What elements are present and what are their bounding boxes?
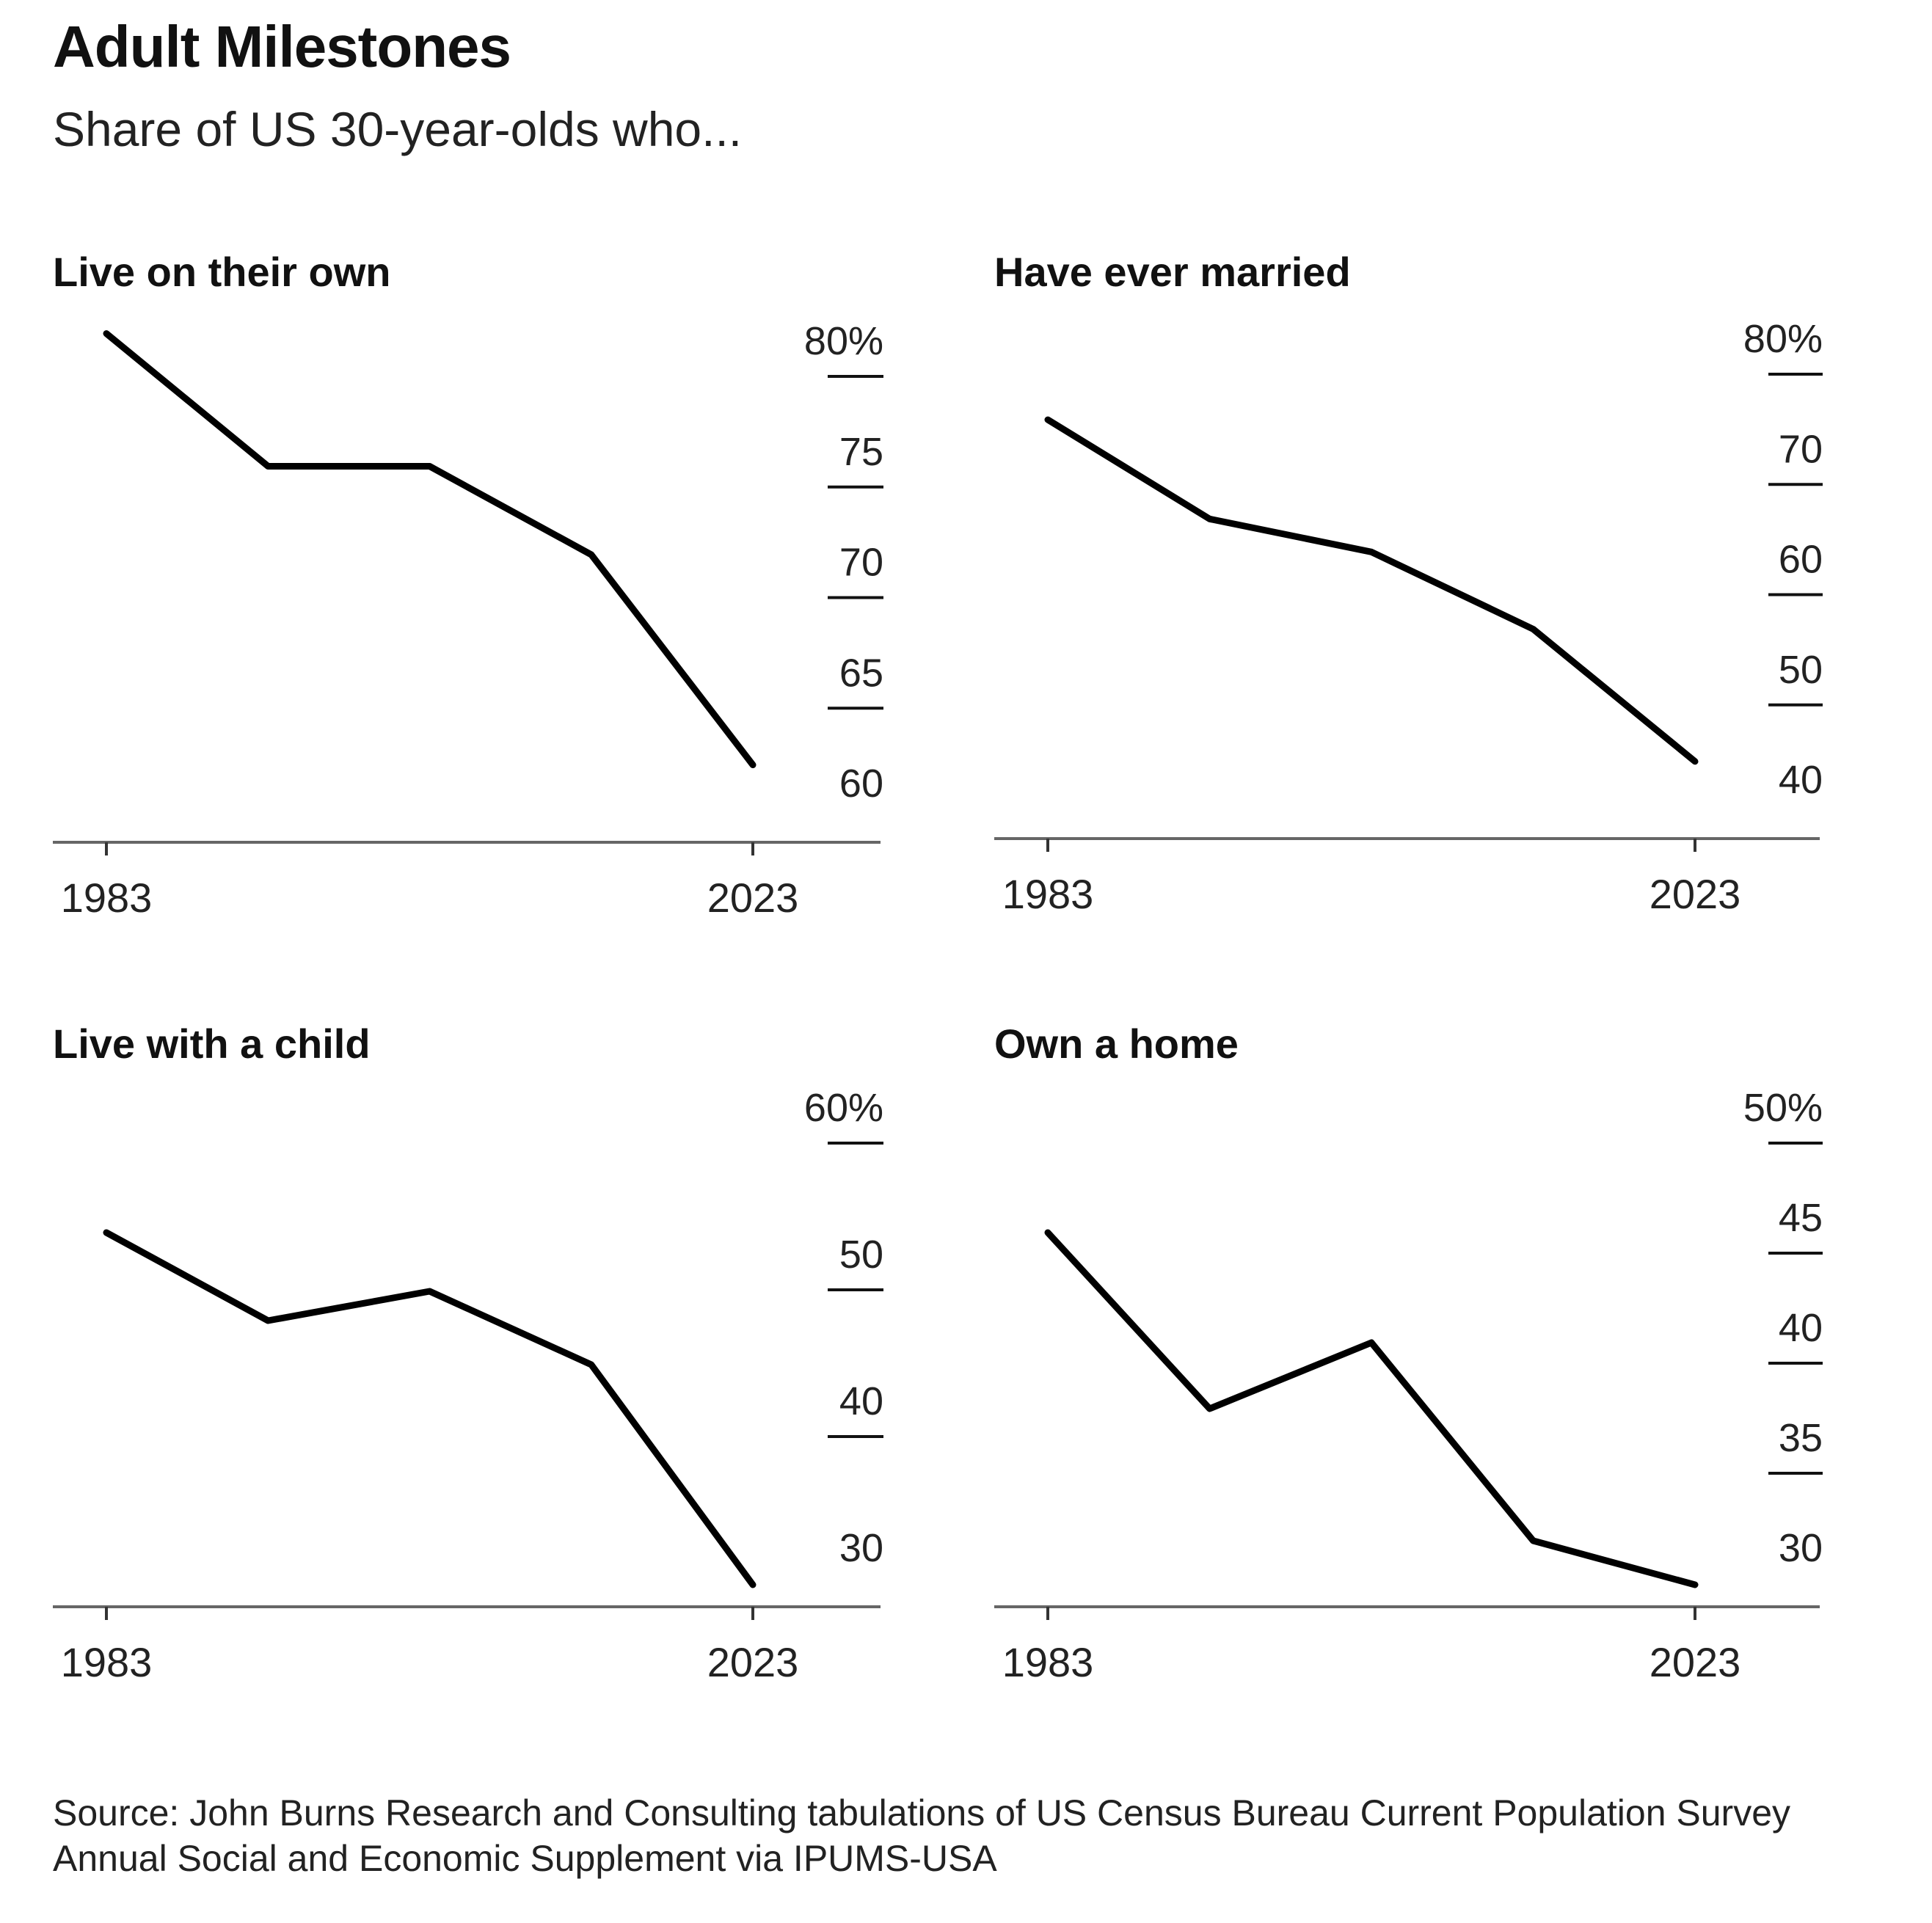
x-tick-label: 2023 xyxy=(707,1639,799,1685)
series-line xyxy=(103,330,757,768)
x-tick-label: 2023 xyxy=(1650,871,1741,917)
x-tick-label: 1983 xyxy=(61,875,153,921)
y-tick-label: 40 xyxy=(839,1379,883,1423)
y-tick-label: 30 xyxy=(1779,1526,1823,1570)
series-line xyxy=(1044,416,1699,765)
x-tick-label: 2023 xyxy=(707,875,799,921)
panel-title-own-a-home: Own a home xyxy=(994,1021,1239,1067)
x-tick-label: 1983 xyxy=(61,1639,153,1685)
y-tick-label: 50 xyxy=(839,1233,883,1277)
panel-title-have-ever-married: Have ever married xyxy=(994,249,1351,295)
y-tick-label: 60 xyxy=(839,762,883,806)
y-tick-label: 80% xyxy=(1743,317,1823,361)
x-tick-label: 1983 xyxy=(1002,871,1094,917)
series-line xyxy=(1044,1229,1699,1588)
chart-panel-live-with-a-child: 30 40 50 60% 1983 2023 xyxy=(53,1086,883,1685)
x-tick-label: 2023 xyxy=(1650,1639,1741,1685)
y-tick-label: 50 xyxy=(1779,648,1823,692)
chart-subtitle: Share of US 30-year-olds who... xyxy=(53,102,743,156)
y-tick-label: 40 xyxy=(1779,758,1823,802)
y-tick-label: 50% xyxy=(1743,1086,1823,1130)
y-tick-label: 75 xyxy=(839,430,883,474)
y-tick-label: 40 xyxy=(1779,1306,1823,1350)
y-tick-label: 60% xyxy=(804,1086,883,1130)
y-tick-label: 65 xyxy=(839,651,883,695)
chart-title: Adult Milestones xyxy=(53,14,511,79)
chart-panel-live-on-their-own: 60 65 70 75 80% 1983 2023 xyxy=(53,319,883,921)
series-line xyxy=(103,1229,757,1588)
x-tick-label: 1983 xyxy=(1002,1639,1094,1685)
y-tick-label: 60 xyxy=(1779,538,1823,582)
y-tick-label: 70 xyxy=(1779,427,1823,471)
chart-panel-own-a-home: 30 35 40 45 50% 1983 2023 xyxy=(994,1086,1823,1685)
y-tick-label: 35 xyxy=(1779,1416,1823,1460)
y-tick-label: 30 xyxy=(839,1526,883,1570)
panel-title-live-with-a-child: Live with a child xyxy=(53,1021,371,1067)
y-tick-label: 70 xyxy=(839,541,883,585)
source-note: Source: John Burns Research and Consulti… xyxy=(53,1792,1791,1879)
panel-title-live-on-their-own: Live on their own xyxy=(53,249,391,295)
y-tick-label: 45 xyxy=(1779,1196,1823,1240)
chart-panel-have-ever-married: 40 50 60 70 80% 1983 2023 xyxy=(994,317,1823,917)
y-tick-label: 80% xyxy=(804,319,883,363)
